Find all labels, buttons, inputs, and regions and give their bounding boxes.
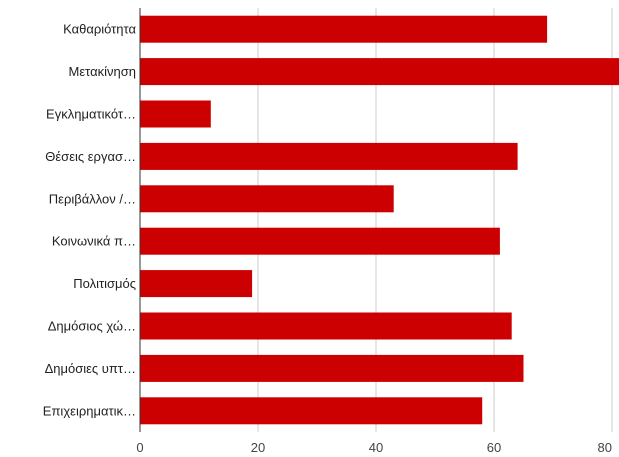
bar-1[interactable]: [140, 58, 619, 86]
category-label-1: Μετακίνηση: [69, 64, 136, 79]
category-label-9: Επιχειρηματικ…: [43, 403, 136, 418]
bar-5[interactable]: [140, 227, 500, 255]
category-label-4: Περιβάλλον /…: [49, 191, 136, 206]
category-labels: Καθαριότητα Μετακίνηση Εγκληματικότ… Θέσεις…: [43, 22, 137, 419]
category-label-5: Κοινωνικά π…: [52, 234, 136, 249]
bar-4[interactable]: [140, 185, 394, 213]
category-label-6: Πολιτισμός: [73, 276, 136, 291]
x-tick-label-80: 80: [598, 440, 612, 455]
x-tick-label-40: 40: [369, 440, 383, 455]
category-label-8: Δημόσιες υπτ…: [45, 361, 136, 376]
category-label-0: Καθαριότητα: [63, 22, 136, 37]
category-label-7: Δημόσιος χώ…: [48, 319, 136, 334]
category-label-2: Εγκληματικότ…: [46, 107, 136, 122]
x-tick-label-60: 60: [487, 440, 501, 455]
x-tick-label-20: 20: [251, 440, 265, 455]
bar-8[interactable]: [140, 354, 524, 382]
bar-7[interactable]: [140, 312, 512, 340]
x-tick-label-0: 0: [136, 440, 143, 455]
bar-3[interactable]: [140, 142, 518, 170]
category-label-3: Θέσεις εργασ…: [45, 149, 136, 164]
bar-6[interactable]: [140, 270, 253, 298]
bar-0[interactable]: [140, 15, 548, 43]
x-tick-labels: 0 20 40 60 80: [136, 440, 612, 455]
bar-2[interactable]: [140, 100, 211, 128]
bar-9[interactable]: [140, 397, 483, 425]
bars: [140, 15, 619, 425]
